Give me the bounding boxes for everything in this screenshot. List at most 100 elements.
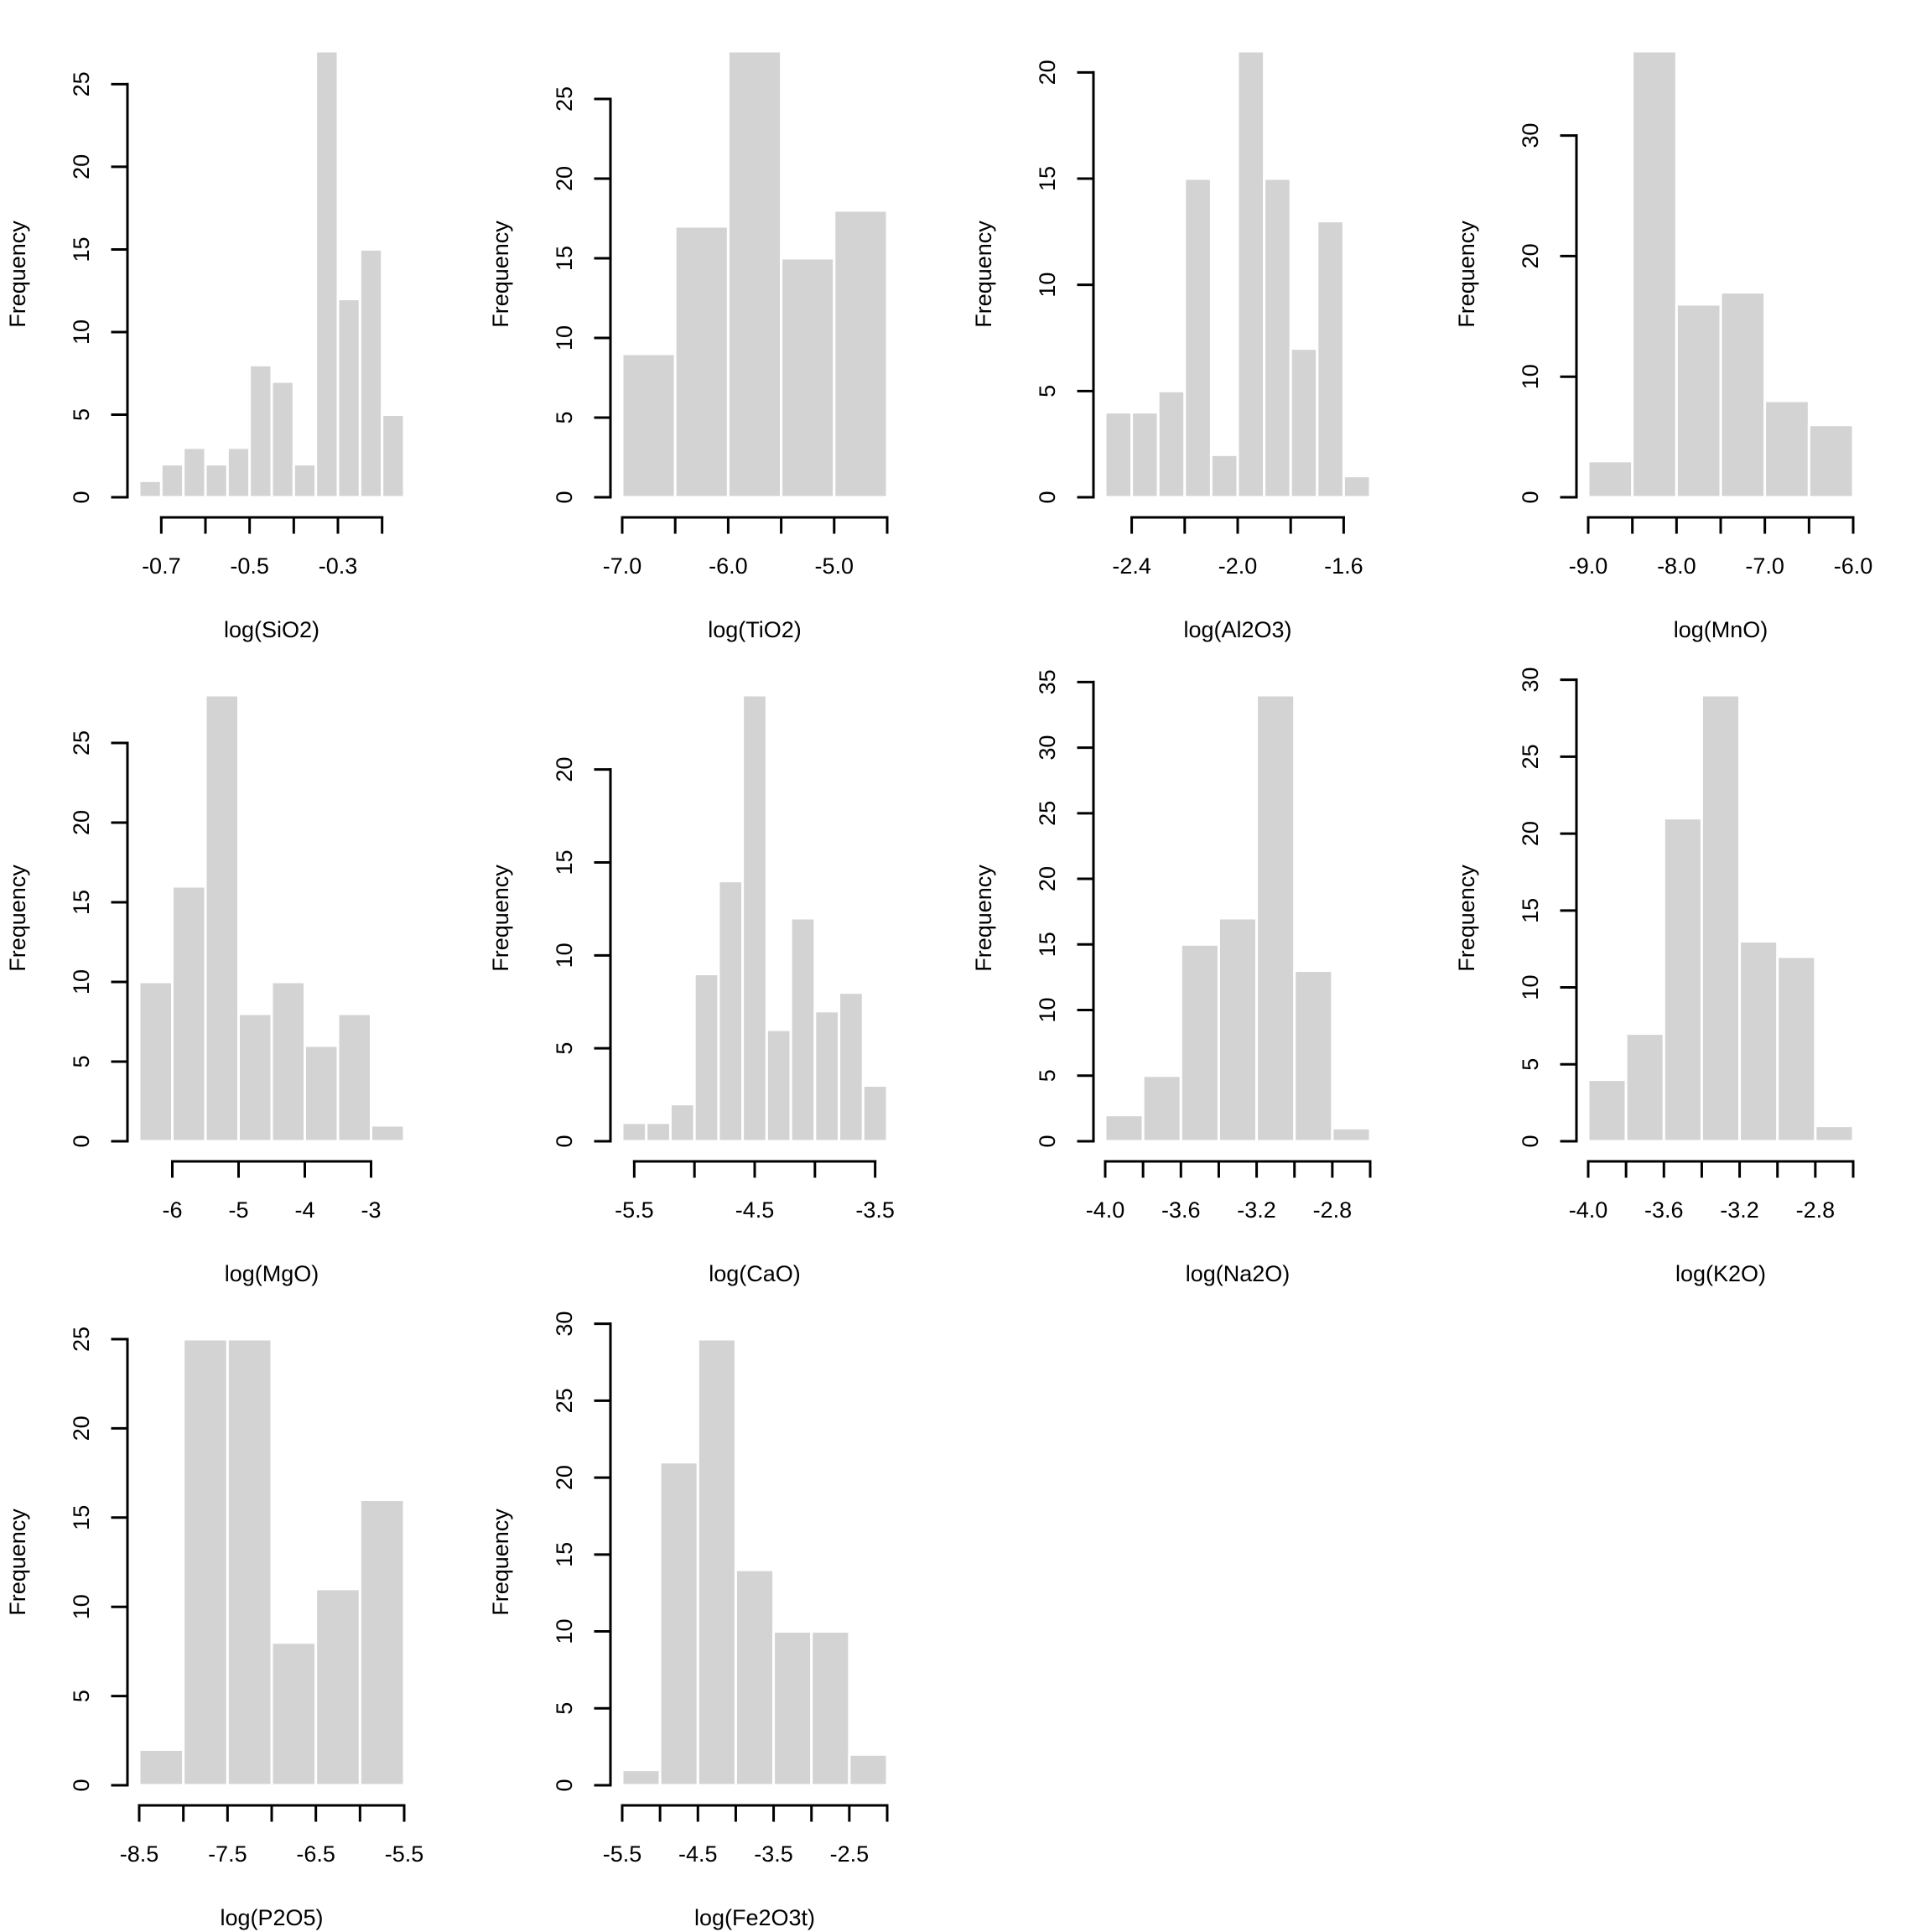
histogram-bar [138, 980, 174, 1143]
bars [1587, 693, 1855, 1143]
y-axis: 0 5 10 15 20 25 30 [552, 1311, 612, 1792]
y-tick-label: 25 [69, 1327, 94, 1352]
y-tick-label: 0 [1035, 491, 1060, 503]
y-axis-title: Frequency [1454, 221, 1479, 328]
x-tick-label: -6.5 [296, 1841, 335, 1867]
histogram-panel-log-al2o3: 0 5 10 15 20 -2.4 -2.0 -1.6 log(Al2O3) Frequency [971, 49, 1372, 642]
x-tick-label: -5 [228, 1197, 248, 1223]
x-axis-title: log(Fe2O3t) [694, 1905, 815, 1930]
x-tick-label: -2.5 [830, 1841, 870, 1867]
y-tick-label: 20 [1035, 60, 1060, 85]
bars [1104, 693, 1372, 1143]
y-tick-label: 20 [69, 154, 94, 179]
x-axis: -5.5 -4.5 -3.5 [615, 1160, 895, 1223]
y-tick-label: 10 [69, 969, 94, 995]
y-tick-label: 10 [1035, 998, 1060, 1023]
x-tick-label: -4.0 [1086, 1197, 1125, 1223]
bars [621, 693, 889, 1143]
x-axis: -5.5 -4.5 -3.5 -2.5 [603, 1804, 889, 1867]
x-tick-label: -2.0 [1218, 553, 1258, 579]
histogram-bar [1236, 49, 1266, 499]
histogram-bar [138, 1748, 185, 1787]
x-tick-label: -4.5 [678, 1841, 718, 1867]
histogram-bar [1255, 693, 1296, 1143]
histogram-bar [1217, 917, 1259, 1143]
y-tick-label: 5 [552, 411, 577, 423]
x-axis-title: log(SiO2) [224, 617, 319, 642]
y-tick-label: 20 [552, 166, 577, 191]
histogram-bar [1179, 943, 1220, 1143]
y-tick-label: 5 [1035, 385, 1060, 397]
x-tick-label: -0.5 [230, 553, 269, 579]
histogram-panel-log-sio2: 0 5 10 15 20 25 -0.7 -0.5 -0.3 log(SiO2) Frequency [5, 49, 406, 642]
y-tick-label: 10 [552, 325, 577, 351]
histogram-bar [1587, 460, 1634, 499]
histogram-panel-log-cao: 0 5 10 15 20 -5.5 -4.5 -3.5 log(CaO) Frequency [488, 693, 895, 1286]
histogram-bar [314, 1587, 361, 1787]
y-tick-label: 15 [1518, 898, 1543, 923]
y-tick-label: 25 [552, 1388, 577, 1413]
histogram-bar [1209, 453, 1239, 499]
y-tick-label: 15 [69, 1505, 94, 1530]
histogram-bar [248, 363, 273, 499]
x-tick-label: -7.0 [603, 553, 642, 579]
y-axis-title: Frequency [971, 221, 996, 328]
x-tick-label: -3.2 [1720, 1197, 1759, 1223]
y-axis-title: Frequency [5, 1509, 30, 1616]
histogram-bar [1738, 940, 1779, 1143]
x-axis-title: log(CaO) [709, 1261, 801, 1286]
x-tick-label: -6.0 [709, 553, 748, 579]
histogram-bar [1263, 177, 1292, 499]
bars [138, 1337, 406, 1787]
y-tick-label: 5 [1035, 1069, 1060, 1082]
x-tick-label: -6.0 [1834, 553, 1873, 579]
x-tick-label: -4 [294, 1197, 314, 1223]
x-tick-label: -0.7 [142, 553, 181, 579]
y-axis: 0 5 10 15 20 25 [69, 71, 129, 504]
bars [138, 693, 406, 1143]
histogram-bar [1675, 303, 1722, 499]
histogram-bar [358, 1498, 406, 1787]
x-tick-label: -1.6 [1324, 553, 1363, 579]
x-axis: -6 -5 -4 -3 [162, 1160, 382, 1223]
histogram-bar [1776, 955, 1817, 1143]
histogram-bar [1624, 1032, 1665, 1143]
histogram-bar [1104, 1114, 1145, 1143]
histogram-bar [1331, 1126, 1372, 1143]
x-axis: -4.0 -3.6 -3.2 -2.8 [1086, 1160, 1372, 1223]
histogram-bar [1719, 291, 1767, 499]
y-tick-label: 15 [69, 236, 94, 262]
y-tick-label: 15 [552, 849, 577, 875]
x-axis-title: log(K2O) [1675, 1261, 1766, 1286]
histogram-panel-log-tio2: 0 5 10 15 20 25 -7.0 -6.0 -5.0 log(TiO2) Frequency [488, 49, 889, 642]
y-tick-label: 0 [69, 1779, 94, 1791]
histogram-bar [358, 247, 384, 499]
x-tick-label: -8.0 [1657, 553, 1696, 579]
y-tick-label: 20 [552, 1465, 577, 1490]
y-tick-label: 15 [1035, 932, 1060, 957]
histogram-panel-log-mgo: 0 5 10 15 20 25 -6 -5 -4 -3 log(MgO) Frequency [5, 693, 406, 1286]
bars [621, 49, 889, 499]
y-tick-label: 30 [552, 1311, 577, 1337]
y-tick-label: 10 [1518, 364, 1543, 389]
histogram-panel-log-p2o5: 0 5 10 15 20 25 -8.5 -7.5 -6.5 -5.5 log(P2O5) Frequ… [5, 1327, 423, 1930]
histogram-bar [204, 463, 229, 499]
y-tick-label: 5 [69, 408, 94, 421]
x-tick-label: -8.5 [120, 1841, 159, 1867]
x-tick-label: -2.8 [1796, 1197, 1836, 1223]
histogram-bar [1141, 1074, 1182, 1143]
histogram-bar [693, 973, 720, 1143]
y-tick-label: 20 [1518, 243, 1543, 268]
x-tick-label: -2.8 [1313, 1197, 1353, 1223]
y-axis: 0 5 10 15 20 25 [69, 1327, 129, 1792]
histogram-bar [171, 885, 207, 1143]
histogram-bar [159, 463, 185, 499]
y-tick-label: 10 [69, 319, 94, 345]
y-tick-label: 10 [1518, 975, 1543, 1000]
y-tick-label: 30 [1518, 667, 1543, 693]
y-axis-title: Frequency [5, 221, 30, 328]
histogram-bar [1631, 49, 1678, 499]
bars [1587, 49, 1855, 499]
y-tick-label: 0 [69, 491, 94, 503]
y-tick-label: 0 [1035, 1135, 1060, 1147]
